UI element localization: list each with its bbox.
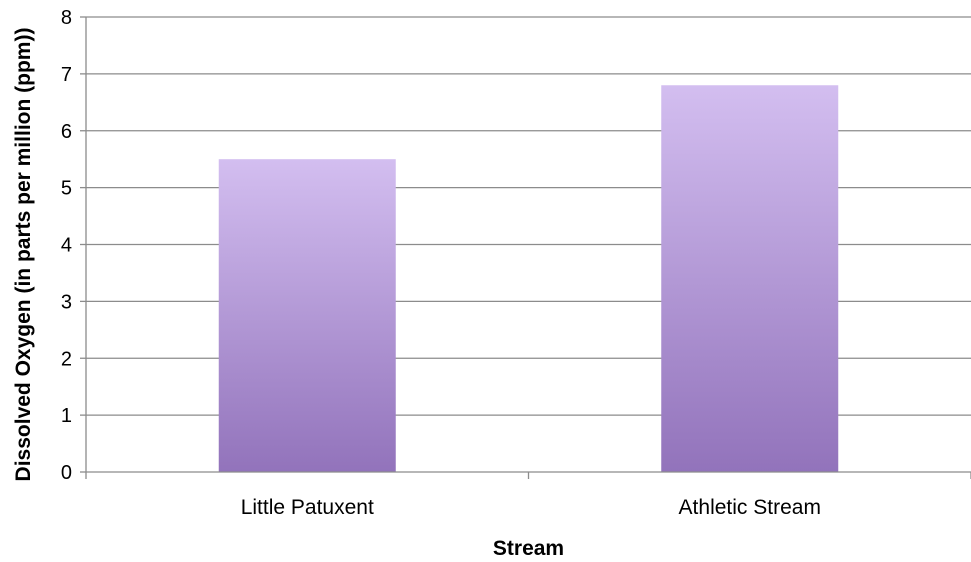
y-tick-label: 8 — [61, 7, 72, 29]
y-tick-label: 2 — [61, 348, 72, 370]
bar-athletic-stream — [661, 85, 839, 472]
x-axis-title: Stream — [493, 537, 564, 560]
y-axis-ticks: 0 1 2 3 4 5 6 7 8 — [61, 7, 86, 484]
bar-little-patuxent — [218, 159, 396, 472]
y-tick-label: 7 — [61, 64, 72, 86]
y-tick-label: 1 — [61, 405, 72, 427]
x-category-label: Little Patuxent — [241, 496, 374, 519]
y-tick-label: 5 — [61, 178, 72, 200]
x-category-label: Athletic Stream — [679, 496, 821, 519]
y-tick-label: 6 — [61, 121, 72, 143]
y-tick-label: 0 — [61, 462, 72, 484]
axes — [85, 17, 971, 479]
x-axis-category-labels: Little Patuxent Athletic Stream — [241, 496, 821, 519]
y-axis-title: Dissolved Oxygen (in parts per million (… — [12, 28, 35, 482]
y-tick-label: 4 — [61, 235, 72, 257]
y-tick-label: 3 — [61, 291, 72, 313]
bars — [218, 85, 839, 472]
